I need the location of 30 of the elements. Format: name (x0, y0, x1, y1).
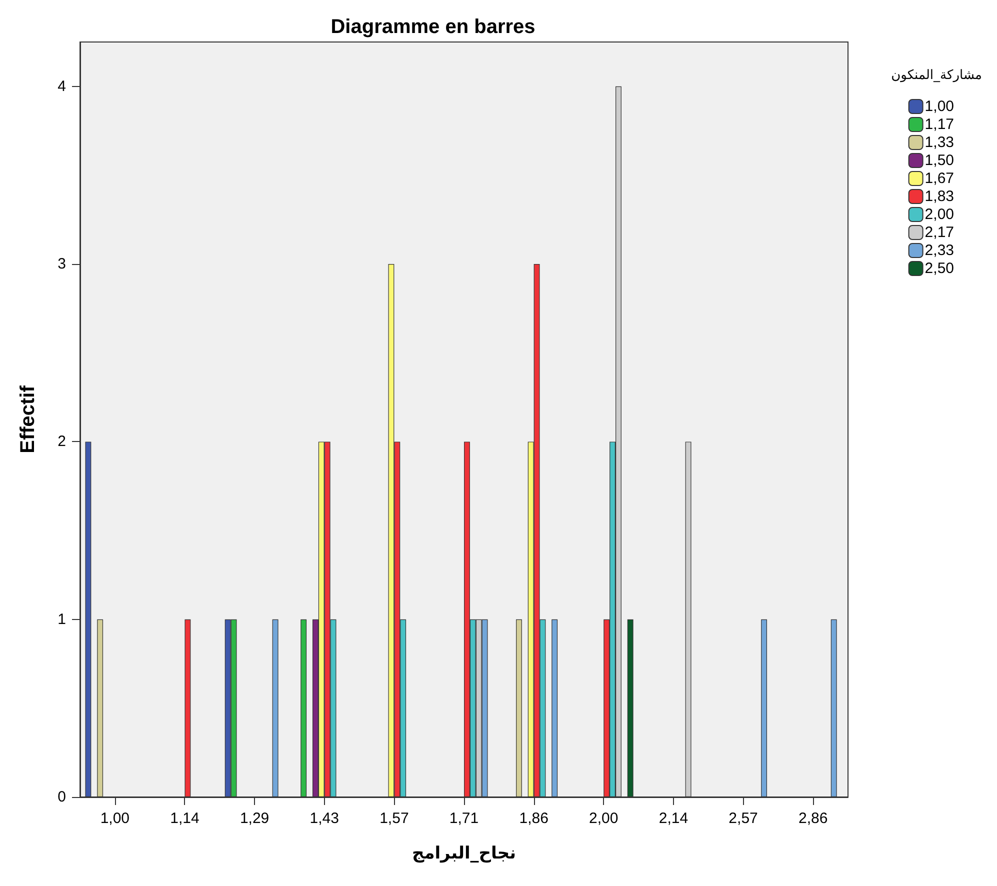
y-tick-label: 1 (58, 610, 66, 628)
x-tick-label: 1,29 (240, 810, 270, 827)
legend-label: 1,67 (924, 170, 954, 187)
x-axis-title: نجاح_البرامج (412, 844, 516, 864)
x-tick-label: 1,43 (310, 810, 339, 827)
legend-label: 1,50 (924, 152, 954, 169)
x-tick-label: 2,14 (658, 810, 688, 827)
y-tick-label: 2 (58, 433, 66, 450)
x-tick-label: 1,14 (170, 810, 200, 827)
y-tick-label: 4 (58, 78, 66, 95)
x-tick-label: 2,86 (798, 810, 828, 827)
legend-label: 1,83 (924, 188, 954, 205)
x-tick-label: 1,57 (380, 810, 409, 827)
legend-label: 2,33 (924, 242, 954, 259)
legend-label: 1,17 (924, 116, 954, 133)
x-tick-label: 1,00 (100, 810, 130, 827)
legend-label: 1,33 (924, 134, 954, 151)
legend-label: 2,50 (924, 260, 954, 277)
legend-label: 1,00 (924, 98, 954, 115)
legend-label: 2,17 (924, 224, 954, 241)
chart-title: Diagramme en barres (330, 16, 536, 38)
legend-label: 2,00 (924, 206, 954, 223)
x-tick-label: 1,71 (449, 810, 479, 827)
legend-title: مشاركة_المنكون (891, 68, 982, 83)
x-tick-label: 2,00 (589, 810, 618, 827)
x-tick-label: 2,57 (728, 810, 758, 827)
y-tick-label: 0 (58, 788, 66, 806)
y-axis-title: Effectif (17, 385, 39, 454)
x-tick-label: 1,86 (519, 810, 548, 827)
y-tick-label: 3 (58, 256, 66, 273)
